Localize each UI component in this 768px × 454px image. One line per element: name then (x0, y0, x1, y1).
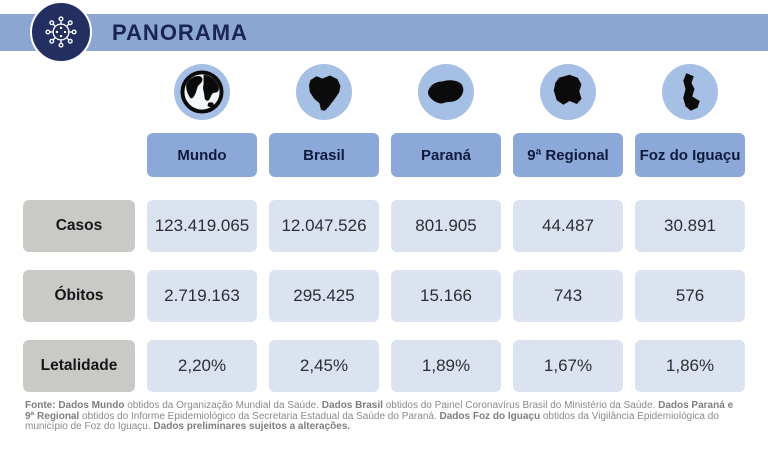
source-footnote: Fonte: Dados Mundo obtidos da Organizaçã… (25, 400, 743, 433)
region-icons-row (23, 63, 745, 121)
cell-casos-parana: 801.905 (391, 200, 501, 252)
cell-obitos-brasil: 295.425 (269, 270, 379, 322)
table-row-casos: Casos 123.419.065 12.047.526 801.905 44.… (23, 200, 745, 252)
label-column-spacer (23, 133, 135, 177)
footnote-segment: obtidos do Painel Coronavírus Brasil do … (385, 400, 659, 411)
globe-icon (174, 64, 230, 120)
footnote-segment: Dados Brasil (321, 400, 386, 411)
virus-badge (30, 1, 92, 63)
cell-obitos-mundo: 2.719.163 (147, 270, 257, 322)
row-label-letalidade: Letalidade (23, 340, 135, 392)
footnote-segment: obtidos da Vigilância Epidemiológica do … (25, 410, 719, 432)
column-header-brasil: Brasil (269, 133, 379, 177)
footnote-segment: Dados Paraná e 9ª Regional (25, 400, 734, 422)
cell-letalidade-parana: 1,89% (391, 340, 501, 392)
header-banner (0, 14, 768, 51)
table-row-letalidade: Letalidade 2,20% 2,45% 1,89% 1,67% 1,86% (23, 340, 745, 392)
cell-letalidade-mundo: 2,20% (147, 340, 257, 392)
brazil-map-icon (296, 64, 352, 120)
footnote-segment: obtidos da Organização Mundial da Saúde. (127, 400, 322, 411)
footnote-segment: Dados Foz do Iguaçu (439, 410, 543, 422)
cell-letalidade-9a-regional: 1,67% (513, 340, 623, 392)
cell-casos-mundo: 123.419.065 (147, 200, 257, 252)
parana-map-icon (418, 64, 474, 120)
cell-letalidade-foz-do-iguacu: 1,86% (635, 340, 745, 392)
cell-obitos-foz-do-iguacu: 576 (635, 270, 745, 322)
cell-casos-brasil: 12.047.526 (269, 200, 379, 252)
cell-letalidade-brasil: 2,45% (269, 340, 379, 392)
footnote-segment: Dados preliminares sujeitos a alterações… (153, 421, 351, 432)
column-header-mundo: Mundo (147, 133, 257, 177)
virus-icon (45, 16, 77, 48)
column-headers-row: Mundo Brasil Paraná 9ª Regional Foz do I… (23, 133, 745, 177)
foz-do-iguacu-map-icon (662, 64, 718, 120)
footnote-segment: obtidos do Informe Epidemiológico da Sec… (82, 410, 440, 422)
cell-casos-foz-do-iguacu: 30.891 (635, 200, 745, 252)
cell-obitos-parana: 15.166 (391, 270, 501, 322)
column-header-parana: Paraná (391, 133, 501, 177)
cell-obitos-9a-regional: 743 (513, 270, 623, 322)
footnote-segment: Fonte: Dados Mundo (25, 400, 128, 411)
row-label-casos: Casos (23, 200, 135, 252)
column-header-9a-regional: 9ª Regional (513, 133, 623, 177)
panorama-table: Mundo Brasil Paraná 9ª Regional Foz do I… (23, 63, 745, 392)
regional-9-map-icon (540, 64, 596, 120)
page-title: PANORAMA (112, 19, 248, 45)
column-header-foz-do-iguacu: Foz do Iguaçu (635, 133, 745, 177)
table-row-obitos: Óbitos 2.719.163 295.425 15.166 743 576 (23, 270, 745, 322)
row-label-obitos: Óbitos (23, 270, 135, 322)
cell-casos-9a-regional: 44.487 (513, 200, 623, 252)
